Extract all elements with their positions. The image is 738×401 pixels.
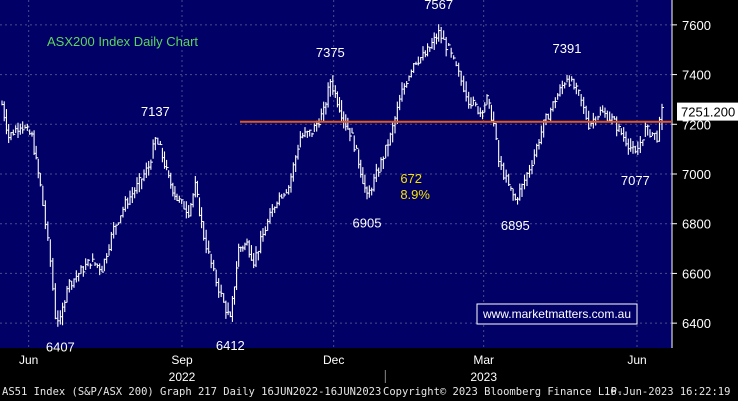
- annotation-label: 6895: [501, 218, 530, 233]
- annotation-label: 6407: [46, 339, 75, 354]
- annotation-label: 6412: [216, 338, 245, 353]
- year-label: 2022: [169, 370, 196, 383]
- x-tick-label: Mar: [473, 353, 494, 367]
- annotation-label: 7077: [621, 173, 650, 188]
- watermark-box: [476, 303, 638, 325]
- chart-svg: 6400 6600 6800 7000 7200 7400 7600 Jun Sep Dec Mar…: [0, 0, 738, 384]
- watermark-text: www.marketmatters.com.au: [482, 307, 631, 321]
- footer-timestamp: 16-Jun-2023 16:22:19: [604, 386, 731, 398]
- year-label: 2023: [470, 370, 497, 383]
- y-tick-label: 7400: [682, 68, 711, 83]
- last-value-label: 7251.200: [681, 105, 735, 120]
- y-tick-label: 7200: [682, 117, 711, 132]
- callout-label: 672: [400, 171, 422, 186]
- y-tick-label: 6600: [682, 266, 711, 281]
- x-tick-label: Jun: [627, 353, 646, 367]
- footer-bar: AS51 Index (S&P/ASX 200) Graph 217 Daily…: [0, 383, 738, 401]
- annotation-label: 7567: [424, 0, 453, 12]
- footer-copyright: Copyright© 2023 Bloomberg Finance L.P.: [383, 386, 624, 398]
- y-tick-label: 7000: [682, 167, 711, 182]
- x-tick-label: Sep: [171, 353, 193, 367]
- annotation-label: 6905: [353, 216, 382, 231]
- callout-label: 8.9%: [400, 187, 430, 202]
- annotation-label: 7375: [316, 45, 345, 60]
- y-tick-label: 6400: [682, 316, 711, 331]
- annotation-label: 7391: [553, 41, 582, 56]
- y-tick-label: 6800: [682, 217, 711, 232]
- price-bars: [1, 24, 664, 327]
- footer-source: AS51 Index (S&P/ASX 200) Graph 217 Daily…: [2, 386, 382, 398]
- y-tick-label: 7600: [682, 18, 711, 33]
- x-tick-label: Jun: [19, 353, 38, 367]
- last-value-box: [677, 102, 738, 121]
- x-tick-label: Dec: [323, 353, 344, 367]
- annotation-label: 7137: [141, 104, 170, 119]
- chart-title: ASX200 Index Daily Chart: [47, 34, 198, 49]
